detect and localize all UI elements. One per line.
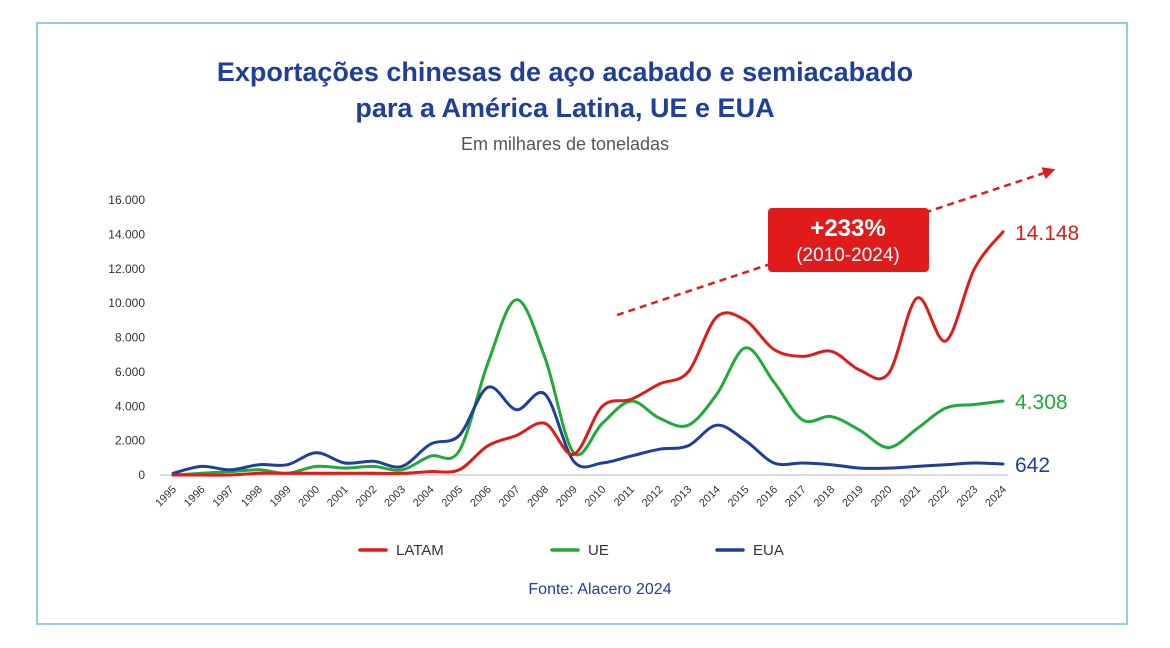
y-tick-label: 14.000 <box>108 227 145 241</box>
x-tick-label: 2021 <box>897 484 923 510</box>
y-tick-label: 8.000 <box>115 331 145 345</box>
x-tick-label: 2018 <box>812 484 838 510</box>
x-tick-label: 2014 <box>697 484 723 510</box>
x-tick-label: 2006 <box>468 484 494 510</box>
x-tick-label: 2015 <box>726 484 752 510</box>
series-line-ue <box>171 298 1005 477</box>
x-tick-label: 2019 <box>840 484 866 510</box>
x-tick-label: 2012 <box>640 484 666 510</box>
x-tick-label: 2008 <box>525 484 551 510</box>
x-tick-label: 2003 <box>382 484 408 510</box>
x-tick-label: 2011 <box>612 484 637 509</box>
x-tick-label: 2002 <box>354 484 380 510</box>
x-tick-label: 2007 <box>497 484 523 510</box>
x-tick-label: 2005 <box>440 484 466 510</box>
x-tick-label: 1996 <box>182 484 208 510</box>
x-tick-label: 2000 <box>296 484 322 510</box>
end-label-latam: 14.148 <box>1015 222 1079 245</box>
chart-title: Exportações chinesas de aço acabado e se… <box>0 54 1130 126</box>
y-tick-label: 2.000 <box>115 434 145 448</box>
end-label-ue: 4.308 <box>1015 391 1068 414</box>
chart-subtitle: Em milhares de toneladas <box>460 134 670 154</box>
x-axis: 1995 1996 1997 1998 1999 2000 2001 2002 2003 2004… <box>153 474 1009 510</box>
x-tick-label: 2022 <box>926 484 952 510</box>
x-tick-label: 2024 <box>983 484 1009 510</box>
x-tick-label: 1997 <box>211 484 237 510</box>
series-end-labels: 14.148 4.308 642 <box>1015 222 1079 477</box>
legend: LATAM UE EUA <box>358 542 784 559</box>
x-tick-label: 1998 <box>239 484 265 510</box>
end-label-eua: 642 <box>1015 454 1050 477</box>
y-axis: 0 2.000 4.000 6.000 8.000 10.000 12.000 14.000 1… <box>108 193 145 482</box>
legend-label: UE <box>588 542 609 559</box>
y-tick-label: 10.000 <box>108 296 145 310</box>
x-tick-label: 2009 <box>554 484 580 510</box>
callout-period: (2010-2024) <box>796 245 900 266</box>
y-tick-label: 16.000 <box>108 193 145 207</box>
legend-label: LATAM <box>396 542 444 559</box>
x-tick-label: 2001 <box>325 484 351 510</box>
source-note: Fonte: Alacero 2024 <box>528 581 672 598</box>
x-tick-label: 1999 <box>268 484 294 510</box>
x-tick-label: 2016 <box>754 484 780 510</box>
y-tick-label: 4.000 <box>115 399 145 413</box>
x-tick-label: 1995 <box>153 484 179 510</box>
series-line-eua <box>171 385 1005 475</box>
title-line-1: Exportações chinesas de aço acabado e se… <box>216 57 914 87</box>
x-tick-label: 2023 <box>955 484 981 510</box>
series-lines <box>171 230 1005 477</box>
callout-box <box>768 208 929 272</box>
x-tick-label: 2017 <box>783 484 809 510</box>
y-tick-label: 6.000 <box>115 365 145 379</box>
growth-callout: +233% (2010-2024) <box>768 208 929 272</box>
legend-label: EUA <box>753 542 784 559</box>
x-tick-label: 2020 <box>869 484 895 510</box>
chart-frame <box>36 22 1128 625</box>
x-tick-label: 2010 <box>583 484 609 510</box>
title-line-2: para a América Latina, UE e EUA <box>355 93 775 123</box>
x-tick-label: 2004 <box>411 484 437 510</box>
y-tick-label: 0 <box>138 468 145 482</box>
y-tick-label: 12.000 <box>108 262 145 276</box>
x-tick-label: 2013 <box>668 484 694 510</box>
callout-percent: +233% <box>810 215 885 242</box>
series-line-latam <box>171 230 1005 477</box>
